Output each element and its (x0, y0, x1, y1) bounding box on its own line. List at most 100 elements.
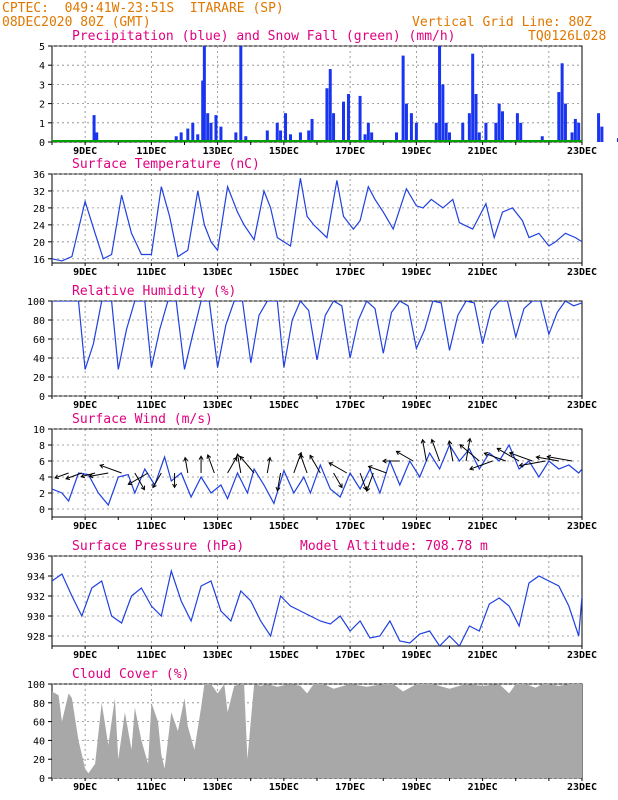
precipitation-panel: 0 1 2 3 4 5 9DEC 11DEC 13DEC 15DEC 17DEC 19DEC 21DEC… (39, 29, 618, 157)
precip-bar (186, 128, 190, 142)
precip-bar (438, 46, 442, 142)
precipitation-date-label: 13DEC (203, 146, 233, 157)
precipitation-date-label: 17DEC (335, 146, 365, 157)
wind-arrow-shaft (81, 472, 96, 478)
wind-arrow-shaft (276, 472, 282, 491)
precip-bar (370, 132, 374, 142)
wind-arrow (496, 447, 520, 462)
precip-bar (494, 122, 498, 142)
wind-arrow (382, 458, 400, 464)
wind-arrow (420, 438, 427, 462)
wind-arrow-shaft (239, 456, 255, 474)
wind-arrow (430, 438, 441, 462)
precip-bar (409, 113, 413, 142)
wind-date-label: 11DEC (136, 521, 166, 532)
wind-arrow-shaft (54, 472, 69, 479)
precipitation-date-label: 19DEC (401, 146, 431, 157)
wind-arrow-head (152, 483, 157, 489)
wind-arrow-head (206, 454, 212, 459)
wind-date-label: 17DEC (335, 521, 365, 532)
wind-arrow-head (127, 480, 133, 485)
wind-arrow-head (299, 454, 304, 459)
humidity-date-label: 9DEC (73, 400, 97, 411)
humidity-date-label: 15DEC (269, 400, 299, 411)
precip-bar (363, 134, 367, 142)
wind-arrow (365, 472, 374, 492)
precipitation-ytick-label: 0 (39, 138, 45, 149)
wind-arrow-head (496, 447, 502, 453)
precip-bar (191, 122, 195, 142)
humidity-date-label: 13DEC (203, 400, 233, 411)
precip-bar (448, 132, 451, 142)
wind-line (52, 443, 582, 507)
wind-arrow (152, 472, 162, 489)
wind-arrow-shaft (509, 452, 533, 462)
wind-ytick-label: 10 (33, 425, 45, 436)
pressure-date-label: 11DEC (136, 650, 166, 661)
precip-bar (358, 95, 362, 142)
wind-date-label: 21DEC (468, 521, 498, 532)
wind-arrow-head (382, 458, 387, 464)
wind-arrow-head (367, 465, 373, 470)
precip-bar (600, 126, 604, 142)
wind-arrow-shaft (448, 440, 454, 462)
pressure-ytick-label: 932 (27, 592, 45, 603)
wind-arrow (227, 456, 238, 474)
precipitation-date-label: 15DEC (269, 146, 299, 157)
cloud-cover-date-label: 19DEC (401, 782, 431, 793)
wind-arrow-head (518, 462, 524, 468)
wind-arrow-shaft (547, 456, 573, 462)
temperature-ytick-label: 28 (33, 204, 45, 215)
wind-arrow (198, 455, 204, 473)
precip-bar (477, 132, 481, 142)
precip-bar (310, 118, 314, 142)
temperature-ytick-label: 20 (33, 238, 45, 249)
wind-arrow-head (546, 454, 552, 460)
wind-ytick-label: 4 (39, 473, 45, 484)
precip-bar (573, 118, 577, 142)
precip-bar (92, 115, 96, 142)
wind-date-label: 13DEC (203, 521, 233, 532)
header: CPTEC: 049:41W-23:51S ITARARE (SP) 08DEC… (0, 0, 618, 46)
temperature-date-label: 21DEC (468, 267, 498, 278)
pressure-ytick-label: 930 (27, 612, 45, 623)
wind-date-label: 9DEC (73, 521, 97, 532)
wind-arrow-shaft (128, 472, 149, 485)
precip-bar (202, 46, 206, 142)
wind-arrow (447, 439, 454, 462)
humidity-frame (51, 300, 583, 397)
wind-ytick-label: 2 (39, 489, 45, 500)
precip-bar (95, 132, 99, 142)
wind-arrow-head (99, 463, 105, 469)
wind-panel: 0 2 4 6 8 10 9DEC 11DEC 13DEC 15DEC 17DEC 19DEC 21DE… (33, 412, 597, 532)
pressure-line (52, 568, 582, 646)
temperature-title: Surface Temperature (nC) (72, 157, 260, 172)
cloud-cover-date-label: 23DEC (567, 782, 597, 793)
humidity-date-label: 11DEC (136, 400, 166, 411)
precipitation-ytick-label: 5 (39, 42, 45, 53)
wind-arrow-shaft (266, 457, 271, 474)
precip-bar (560, 63, 564, 142)
wind-arrow (333, 472, 343, 489)
wind-arrow-shaft (536, 456, 559, 462)
precip-bar (366, 122, 370, 142)
pressure-date-label: 9DEC (73, 650, 97, 661)
pressure-ytick-label: 936 (27, 552, 45, 563)
precipitation-date-label: 21DEC (468, 146, 498, 157)
precip-bar (434, 122, 438, 142)
wind-arrow (239, 455, 255, 474)
wind-date-label: 15DEC (269, 521, 299, 532)
precip-bar (471, 53, 475, 142)
wind-ytick-label: 8 (39, 441, 45, 452)
precip-bar (577, 122, 581, 142)
humidity-ytick-label: 40 (33, 354, 45, 365)
wind-arrow-head (140, 485, 145, 491)
cloud-cover-panel: 0 20 40 60 80 100 9DEC 11DEC 13DEC 15DEC 17DEC 19DE… (27, 667, 597, 793)
wind-arrow-shaft (422, 439, 427, 462)
temperature-ytick-label: 32 (33, 187, 45, 198)
precip-bar (196, 134, 200, 142)
precip-bar (461, 122, 465, 142)
wind-arrow-head (365, 487, 371, 492)
precip-bar (404, 103, 408, 142)
humidity-date-label: 23DEC (567, 400, 597, 411)
